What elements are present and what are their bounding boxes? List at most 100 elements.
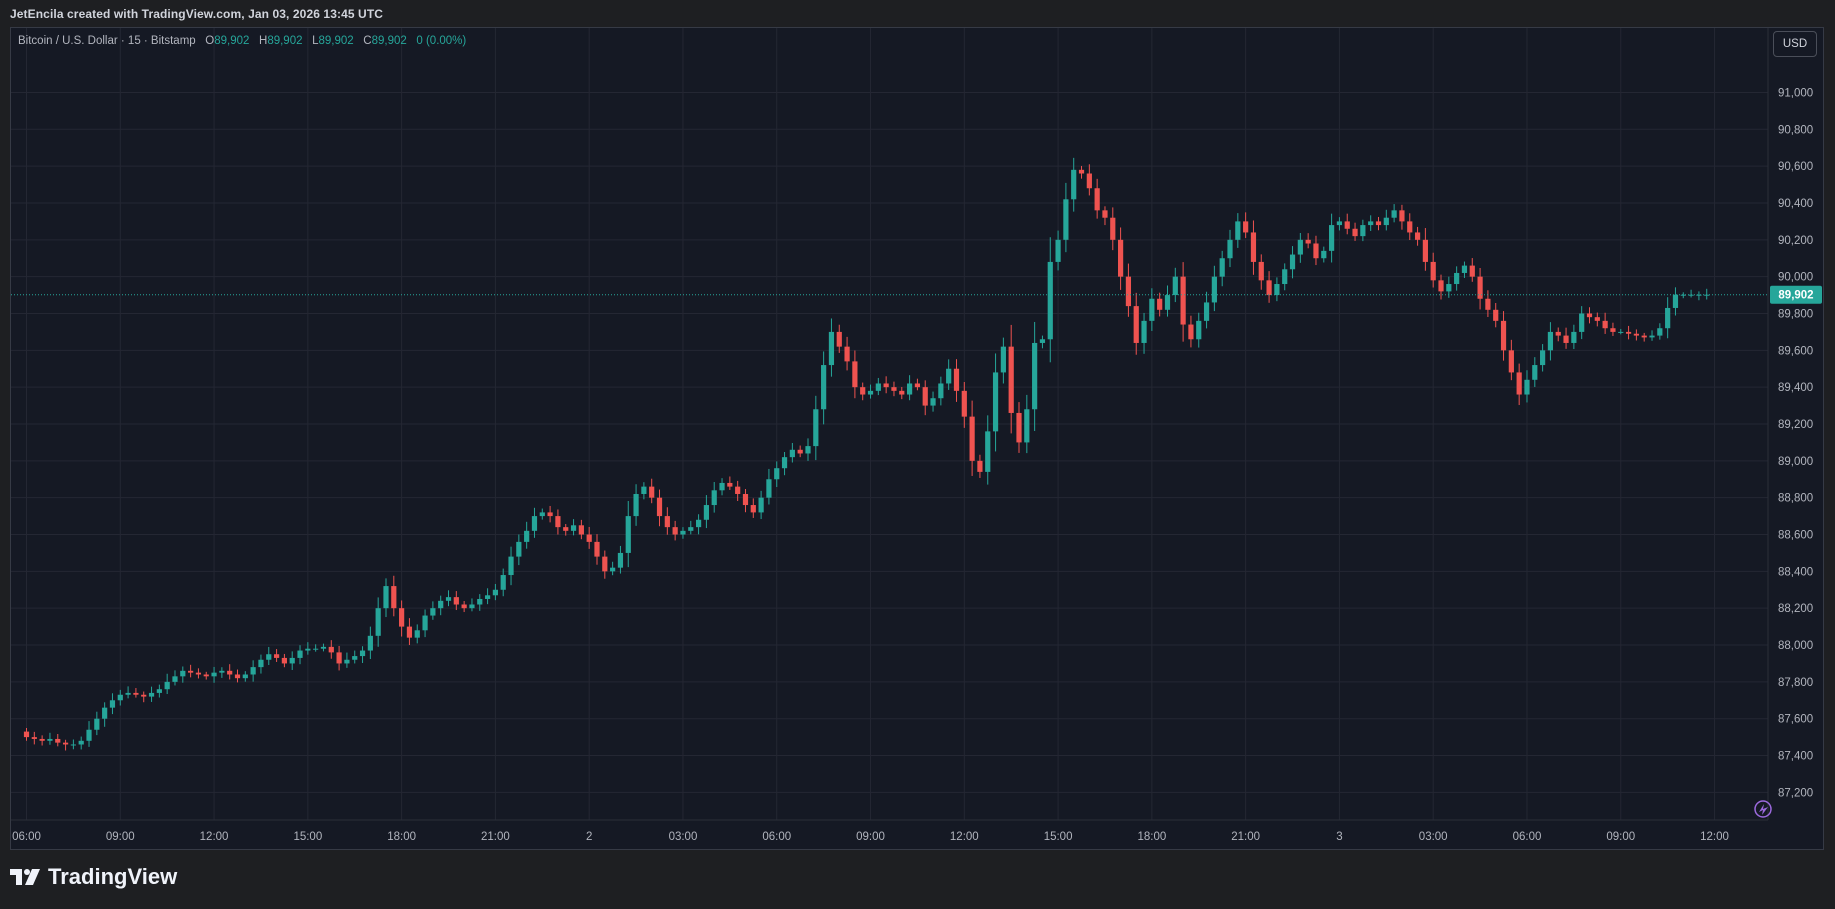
candle-body <box>1469 265 1475 277</box>
candle-body <box>1594 317 1600 321</box>
candle-body <box>1219 258 1225 277</box>
candle-body <box>961 390 967 417</box>
last-price-tag: 89,902 <box>1770 285 1822 304</box>
candle-body <box>578 525 584 535</box>
candle-body <box>1586 313 1593 318</box>
candle-body <box>805 446 811 454</box>
candle-body <box>1047 261 1053 340</box>
candle-body <box>266 654 272 660</box>
candle-body <box>875 383 881 391</box>
candle-body <box>1633 333 1639 336</box>
candle-body <box>1407 221 1413 233</box>
candle-body <box>1258 261 1264 281</box>
candle-body <box>1579 313 1585 332</box>
candle-body <box>31 737 37 739</box>
candle-body <box>1508 350 1514 373</box>
candle-body <box>320 646 327 649</box>
candle-body <box>680 530 686 535</box>
candle-body <box>195 672 202 675</box>
candle-body <box>62 742 69 745</box>
candle-body <box>102 707 108 719</box>
candle-body <box>109 700 116 708</box>
candle-body <box>844 346 850 362</box>
candle-body <box>1313 243 1319 259</box>
candle-body <box>1625 331 1632 334</box>
candle-body <box>1477 276 1483 299</box>
price-tick-label: 89,600 <box>1778 345 1813 357</box>
candle-body <box>570 525 577 531</box>
time-tick-label: 03:00 <box>1419 831 1448 843</box>
price-axis[interactable]: 91,000 90,800 90,600 90,400 90,200 90,000 89,8… <box>1767 28 1813 820</box>
candle-body <box>219 670 225 673</box>
candle-body <box>359 650 366 657</box>
candle-body <box>1039 339 1046 343</box>
price-tick-label: 88,800 <box>1778 493 1813 505</box>
candle-body <box>1305 239 1311 244</box>
candle-body <box>836 331 842 347</box>
price-tick-label: 88,000 <box>1778 640 1813 652</box>
candle-body <box>438 600 444 609</box>
candle-body <box>1180 276 1186 325</box>
candle-body <box>914 383 921 388</box>
time-axis[interactable]: 06:00 09:00 12:00 15:00 18:00 21:00 2 03:00 06:0… <box>11 819 1768 843</box>
price-tick-label: 90,200 <box>1778 235 1813 247</box>
candle-body <box>953 368 960 391</box>
tradingview-logo[interactable]: TradingView <box>10 864 177 890</box>
candle-body <box>1336 221 1343 226</box>
candle-body <box>992 372 999 432</box>
time-tick-label: 21:00 <box>481 831 510 843</box>
candle-body <box>695 519 702 528</box>
price-tick-label: 89,200 <box>1778 419 1813 431</box>
candle-body <box>422 615 428 631</box>
candle-body <box>1485 298 1491 310</box>
candle-body <box>1454 272 1460 285</box>
candle-body <box>336 652 342 664</box>
candle-body <box>242 674 248 679</box>
candle-body <box>1094 188 1100 211</box>
candle-body <box>1235 221 1241 240</box>
candle-body <box>1352 228 1358 237</box>
candle-body <box>164 681 170 690</box>
candle-body <box>477 598 483 605</box>
candle-body <box>1243 221 1249 233</box>
candle-body <box>500 575 506 590</box>
close-value: 89,902 <box>371 35 407 47</box>
candle-body <box>727 482 733 487</box>
symbol-title: Bitcoin / U.S. Dollar · 15 · Bitstamp <box>18 35 196 47</box>
candle-body <box>328 646 334 653</box>
candle-body <box>1571 331 1577 343</box>
candle-body <box>563 527 569 531</box>
candle-body <box>1680 294 1686 296</box>
candles <box>23 157 1710 751</box>
currency-button[interactable]: USD <box>1773 31 1817 57</box>
candle-body <box>469 604 475 609</box>
candle-body <box>1133 306 1139 343</box>
time-tick-label: 09:00 <box>856 831 885 843</box>
price-tick-label: 91,000 <box>1778 87 1813 99</box>
candle-body <box>1399 210 1405 222</box>
candle-body <box>813 409 819 447</box>
candle-body <box>625 516 631 553</box>
candle-body <box>445 597 452 601</box>
time-tick-label: 3 <box>1336 831 1342 843</box>
candle-body <box>1024 409 1030 443</box>
candle-body <box>172 676 178 682</box>
candle-body <box>1125 276 1132 307</box>
candle-body <box>1524 379 1530 395</box>
candle-body <box>1391 210 1397 218</box>
candle-body <box>430 608 436 616</box>
price-tick-label: 87,200 <box>1778 787 1813 799</box>
candle-body <box>1547 331 1554 351</box>
chart-frame[interactable] <box>10 27 1824 850</box>
candle-body <box>797 449 803 454</box>
close-label: C <box>363 35 372 47</box>
price-tick-label: 87,400 <box>1778 751 1813 763</box>
candle-body <box>391 586 397 609</box>
candle-body <box>1055 239 1061 262</box>
candle-body <box>719 482 725 491</box>
open-label: O <box>205 35 215 47</box>
replay-icon[interactable] <box>1754 800 1772 818</box>
candle-body <box>1289 254 1296 270</box>
candle-body <box>1196 320 1202 340</box>
